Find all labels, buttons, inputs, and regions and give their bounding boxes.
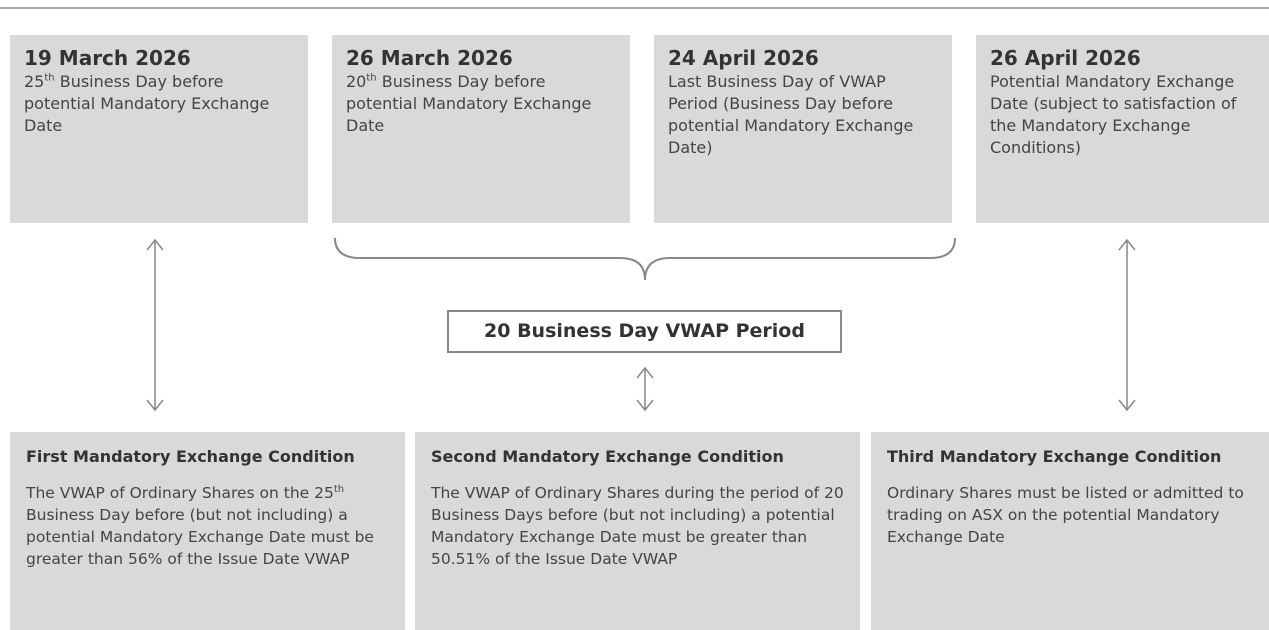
date-box: 19 March 2026 25th Business Day before p… xyxy=(10,35,308,223)
text: 25 xyxy=(24,72,45,91)
text: Last Business Day of VWAP Period (Busine… xyxy=(668,72,914,157)
text: Business Day before potential Mandatory … xyxy=(346,72,592,135)
text: th xyxy=(366,72,377,84)
text: 20 xyxy=(346,72,367,91)
text: The VWAP of Ordinary Shares on the 25 xyxy=(26,484,334,502)
condition-box: First Mandatory Exchange Condition The V… xyxy=(10,432,405,630)
condition-body: Ordinary Shares must be listed or admitt… xyxy=(887,482,1253,548)
text: Ordinary Shares must be listed or admitt… xyxy=(887,484,1244,546)
condition-title: First Mandatory Exchange Condition xyxy=(26,447,355,466)
condition-body: The VWAP of Ordinary Shares during the p… xyxy=(431,482,844,570)
condition-box: Third Mandatory Exchange Condition Ordin… xyxy=(871,432,1269,630)
condition-body: The VWAP of Ordinary Shares on the 25th … xyxy=(26,482,389,570)
text: Business Day before (but not including) … xyxy=(26,506,374,568)
date: 26 April 2026 xyxy=(990,46,1141,70)
text: th xyxy=(44,72,55,84)
text: Potential Mandatory Exchange Date (subje… xyxy=(990,72,1237,157)
description: 20th Business Day before potential Manda… xyxy=(346,71,616,137)
text: Business Day before potential Mandatory … xyxy=(24,72,270,135)
description: Potential Mandatory Exchange Date (subje… xyxy=(990,71,1255,159)
date: 24 April 2026 xyxy=(668,46,819,70)
condition-title: Second Mandatory Exchange Condition xyxy=(431,447,784,466)
date-box: 26 April 2026 Potential Mandatory Exchan… xyxy=(976,35,1269,223)
description: Last Business Day of VWAP Period (Busine… xyxy=(668,71,938,159)
date: 19 March 2026 xyxy=(24,46,191,70)
brace xyxy=(334,237,956,281)
text: The VWAP of Ordinary Shares during the p… xyxy=(431,484,844,568)
arrows xyxy=(146,238,1136,412)
condition-box: Second Mandatory Exchange Condition The … xyxy=(415,432,860,630)
date-box: 24 April 2026 Last Business Day of VWAP … xyxy=(654,35,952,223)
description: 25th Business Day before potential Manda… xyxy=(24,71,294,137)
condition-title: Third Mandatory Exchange Condition xyxy=(887,447,1222,466)
date-box: 26 March 2026 20th Business Day before p… xyxy=(332,35,630,223)
text: th xyxy=(333,483,345,495)
period-label: 20 Business Day VWAP Period xyxy=(447,310,842,353)
date: 26 March 2026 xyxy=(346,46,513,70)
